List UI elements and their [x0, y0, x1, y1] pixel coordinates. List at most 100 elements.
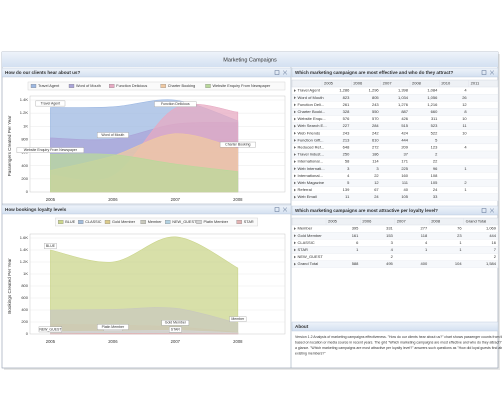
cell: 331: [386, 226, 393, 231]
expand-icon: [294, 248, 296, 252]
row-label: Word of Mouth: [298, 95, 324, 100]
x-tick-label: 2007: [171, 197, 181, 202]
cell: 311: [431, 116, 438, 121]
cell: 1,216: [427, 102, 438, 107]
panel-title: Which marketing campaigns are most effec…: [295, 70, 453, 75]
cell: 23: [457, 233, 462, 238]
legend-label: Charter Booking: [168, 84, 195, 88]
column-header: 2011: [471, 81, 480, 86]
cell: 1,398: [398, 88, 409, 93]
area-label-box: [16, 147, 85, 153]
cell: 887: [401, 109, 408, 114]
area-label: BLUE: [46, 244, 56, 248]
cell: 610: [372, 137, 379, 142]
table-row: [291, 86, 499, 95]
row-label: Function Deli...: [298, 102, 325, 107]
legend-label: BLUE: [65, 220, 75, 224]
column-header: 2005: [324, 81, 334, 86]
y-tick-label: 800: [21, 283, 28, 288]
row-label: Travel Indust...: [298, 152, 324, 157]
legend-swatch: [236, 220, 242, 224]
cell: 37: [404, 152, 409, 157]
expand-icon: [294, 131, 296, 135]
y-tick-label: 1.2K: [20, 259, 29, 264]
row-label: Referral: [298, 187, 312, 192]
row-label: Grand Total: [298, 261, 319, 266]
panel-header: [1, 204, 292, 215]
cell: 242: [372, 130, 379, 135]
cell: 160: [401, 173, 408, 178]
y-tick-label: 600: [21, 295, 28, 300]
cell: 444: [401, 137, 408, 142]
cell: 823: [343, 95, 350, 100]
cell: 26: [462, 95, 467, 100]
legend-swatch: [58, 220, 64, 224]
cell: 114: [372, 159, 379, 164]
row-label: Web Magazine: [298, 180, 325, 185]
area-label-box: [44, 243, 57, 249]
table-row: [291, 232, 499, 240]
legend-label: Gold Member: [112, 220, 136, 224]
header-icon: [274, 70, 280, 75]
area-label-box: [168, 326, 182, 333]
cell: 1: [459, 247, 462, 252]
area-label-box: [35, 100, 66, 107]
cell: 1,069: [486, 226, 497, 231]
y-tick-label: 0: [26, 331, 29, 336]
cell: 3: [391, 240, 394, 245]
y-tick-label: 1K: [23, 123, 28, 128]
y-axis-label: Bookings Created Per Year: [7, 258, 12, 314]
cell: 3: [376, 166, 379, 171]
legend-swatch: [78, 220, 84, 224]
cell: 105: [431, 180, 438, 185]
table-row: [291, 224, 499, 233]
about-text: existing members?": [295, 352, 326, 356]
cell: 33: [433, 194, 438, 199]
cell: 1: [356, 247, 359, 252]
legend-swatch: [109, 84, 115, 88]
cell: 12: [374, 180, 379, 185]
expand-icon: [294, 110, 296, 114]
x-tick-label: 2008: [233, 197, 243, 202]
cell: 7: [494, 247, 497, 252]
legend-label: CLASSIC: [85, 220, 102, 224]
cell: 1,276: [398, 102, 409, 107]
row-label: Website Enqu...: [298, 116, 326, 121]
row-label: STAR: [298, 247, 308, 252]
legend-swatch: [196, 220, 202, 224]
cell: 2: [464, 180, 467, 185]
cell: 1,296: [369, 88, 380, 93]
area-label-box: [97, 324, 129, 330]
cell: 11: [345, 194, 350, 199]
row-label: Member: [298, 226, 313, 231]
window-title: Marketing Campaigns: [223, 57, 277, 63]
cell: 1: [459, 240, 462, 245]
expand-icon: [294, 160, 296, 164]
expand-icon: [294, 153, 296, 156]
expand-icon: [294, 181, 296, 185]
cell: 118: [421, 233, 428, 238]
row-label: Web Friends: [298, 130, 321, 135]
cell: 522: [431, 130, 438, 135]
area-label: Travel Agent: [41, 101, 61, 105]
cell: 5: [347, 180, 350, 185]
expand-icon: [294, 146, 296, 149]
cell: 3: [347, 166, 350, 171]
area-label-box: [229, 316, 247, 322]
about-text: a glance. "Which marketing campaigns are…: [295, 346, 502, 350]
cell: 570: [372, 116, 379, 121]
cell: 243: [343, 130, 350, 135]
header-icon: [282, 70, 288, 75]
table-row: [291, 172, 499, 180]
expand-icon: [294, 103, 296, 107]
area-label: Website Enquiry From Newspaper: [24, 148, 78, 152]
cell: 424: [401, 130, 408, 135]
cell: 261: [343, 102, 350, 107]
legend: [27, 81, 286, 91]
cell: 4: [464, 88, 467, 93]
cell: 22: [374, 173, 379, 178]
panel-header: [291, 67, 499, 78]
cell: 588: [352, 261, 359, 266]
expand-icon: [294, 96, 296, 100]
